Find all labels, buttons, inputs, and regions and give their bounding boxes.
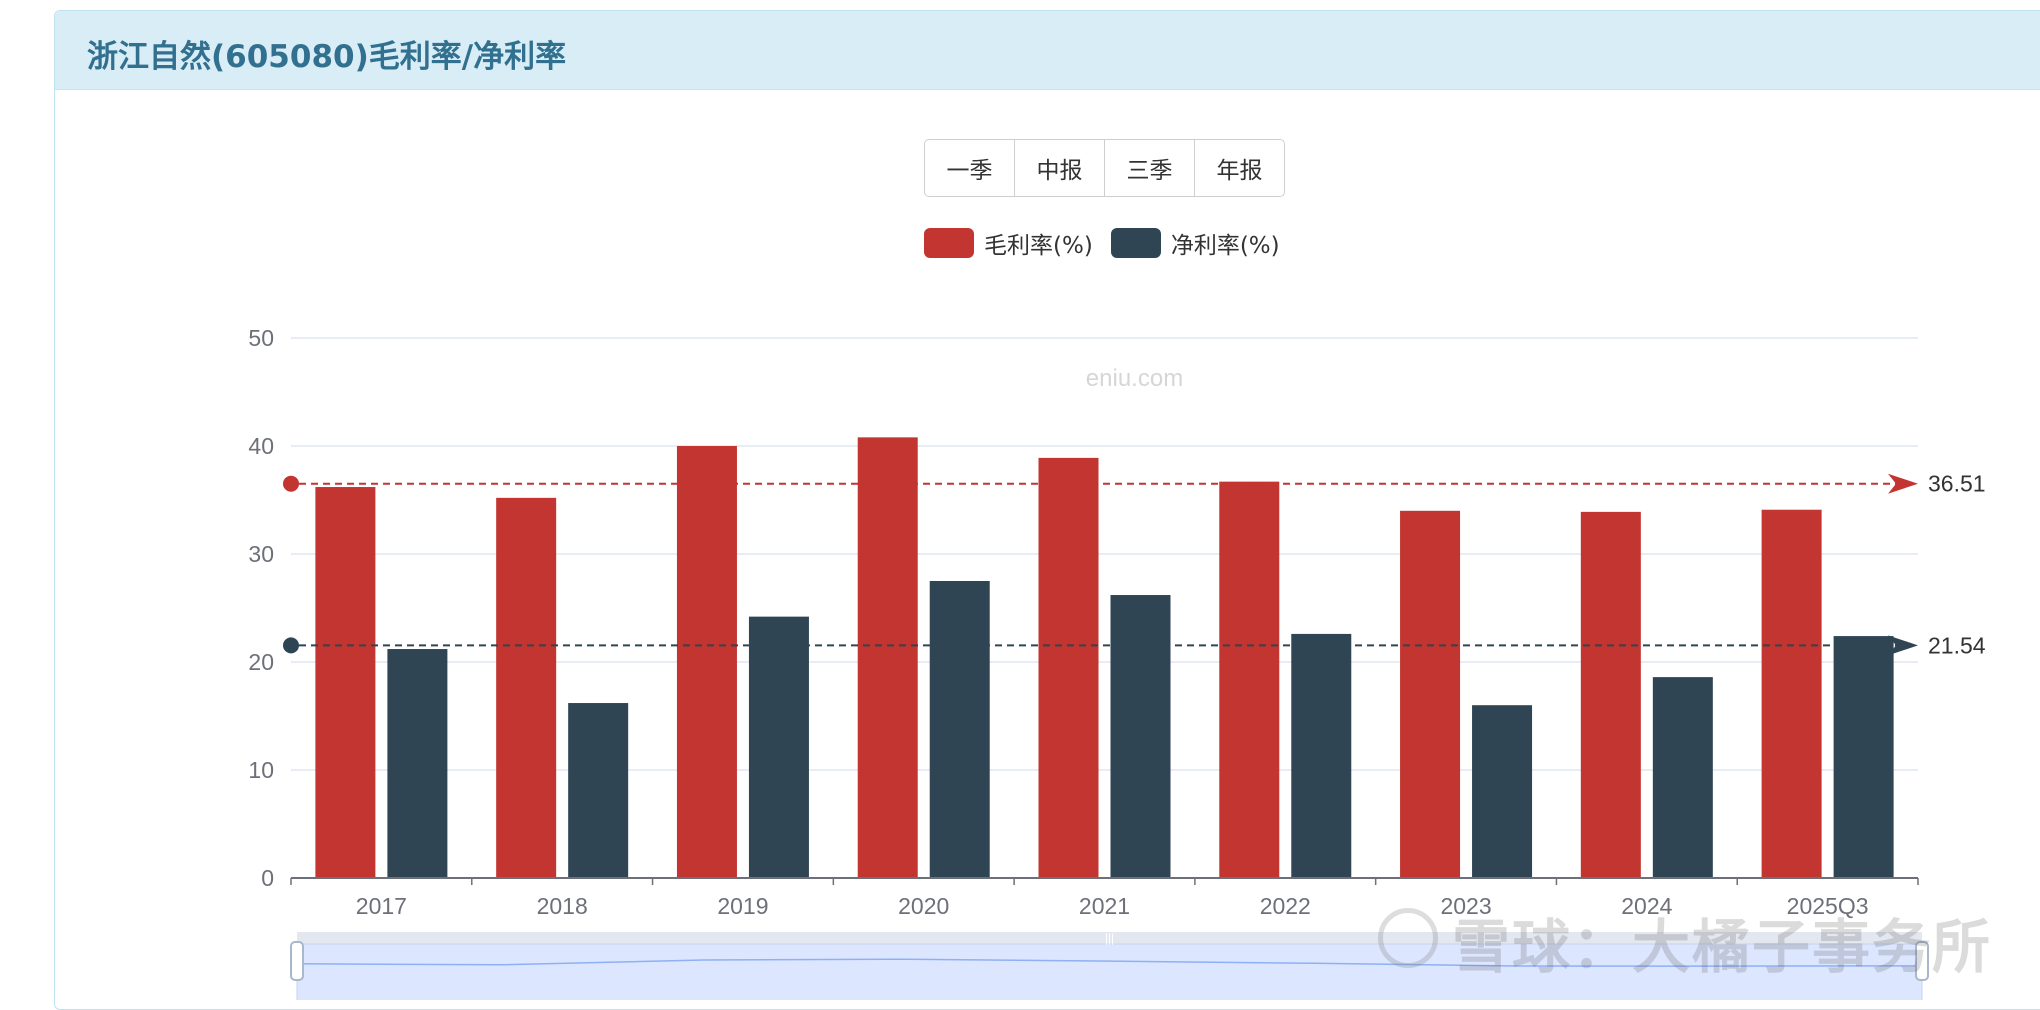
period-button-group: 一季 中报 三季 年报 [924, 139, 1285, 197]
bar-gross-margin [315, 487, 376, 878]
chart-legend: 毛利率(%) 净利率(%) [924, 226, 1298, 260]
x-tick-label: 2023 [1440, 893, 1491, 919]
bar-net-margin [1110, 595, 1171, 878]
y-tick-label: 50 [248, 325, 274, 351]
period-button-q3[interactable]: 三季 [1105, 140, 1195, 196]
zoom-slider-track [297, 932, 1922, 944]
bar-net-margin [1833, 636, 1894, 878]
bar-gross-margin [1580, 511, 1641, 878]
legend-swatch-gross-margin [924, 228, 974, 258]
bar-net-margin [1291, 633, 1352, 878]
avg-label-net-margin: 21.54 [1928, 632, 1986, 658]
legend-item-gross-margin[interactable]: 毛利率(%) [924, 226, 1093, 260]
avg-marker-net-margin [283, 637, 299, 654]
page-title: 浙江自然(605080)毛利率/净利率 [87, 39, 567, 75]
legend-swatch-net-margin [1110, 228, 1161, 258]
x-tick-label: 2021 [1079, 893, 1130, 919]
zoom-slider-window [296, 943, 1923, 1000]
brand-logo-icon [1378, 908, 1438, 968]
period-button-annual[interactable]: 年报 [1216, 158, 1263, 184]
period-button-half-year[interactable]: 中报 [1015, 140, 1105, 196]
avg-arrow-net-margin [1888, 635, 1918, 656]
bar-gross-margin [1400, 510, 1461, 878]
bar-gross-margin [496, 497, 557, 878]
y-tick-label: 10 [248, 757, 274, 783]
bar-gross-margin [676, 446, 737, 878]
x-tick-label: 2020 [898, 893, 949, 919]
bar-gross-margin [1761, 509, 1822, 878]
x-tick-label: 2019 [717, 893, 768, 919]
y-tick-label: 30 [248, 541, 274, 567]
x-tick-label: 2025Q3 [1787, 893, 1869, 919]
zoom-drag-grip-icon: ||| [1105, 931, 1114, 945]
y-tick-label: 20 [248, 649, 274, 675]
x-tick-label: 2022 [1260, 893, 1311, 919]
period-button-q1[interactable]: 一季 [925, 140, 1015, 196]
legend-label-gross-margin: 毛利率(%) [984, 233, 1093, 259]
avg-arrow-gross-margin [1888, 473, 1918, 494]
panel-header: 浙江自然(605080)毛利率/净利率 [55, 11, 2040, 90]
bar-net-margin [748, 616, 809, 878]
bar-net-margin [568, 703, 629, 878]
bar-gross-margin [1038, 457, 1099, 878]
avg-label-gross-margin: 36.51 [1928, 471, 1986, 497]
y-tick-label: 0 [261, 865, 274, 891]
bar-net-margin [1472, 705, 1533, 878]
y-tick-label: 40 [248, 433, 274, 459]
legend-item-net-margin[interactable]: 净利率(%) [1110, 226, 1280, 260]
legend-label-net-margin: 净利率(%) [1170, 233, 1280, 259]
zoom-preview-line [296, 958, 1923, 967]
zoom-handle-left[interactable] [290, 941, 304, 981]
bar-gross-margin [1219, 481, 1280, 878]
avg-marker-gross-margin [283, 475, 299, 492]
bar-net-margin [387, 649, 448, 878]
brand-watermark: 雪球：大橘子事务所 [1452, 913, 1993, 981]
bar-net-margin [929, 581, 990, 878]
bar-net-margin [1652, 677, 1713, 878]
bar-gross-margin [857, 437, 918, 878]
x-tick-label: 2024 [1621, 893, 1672, 919]
chart-site-watermark: eniu.com [1086, 365, 1183, 392]
zoom-handle-right[interactable] [1915, 941, 1929, 981]
x-tick-label: 2017 [356, 893, 407, 919]
x-tick-label: 2018 [537, 893, 588, 919]
